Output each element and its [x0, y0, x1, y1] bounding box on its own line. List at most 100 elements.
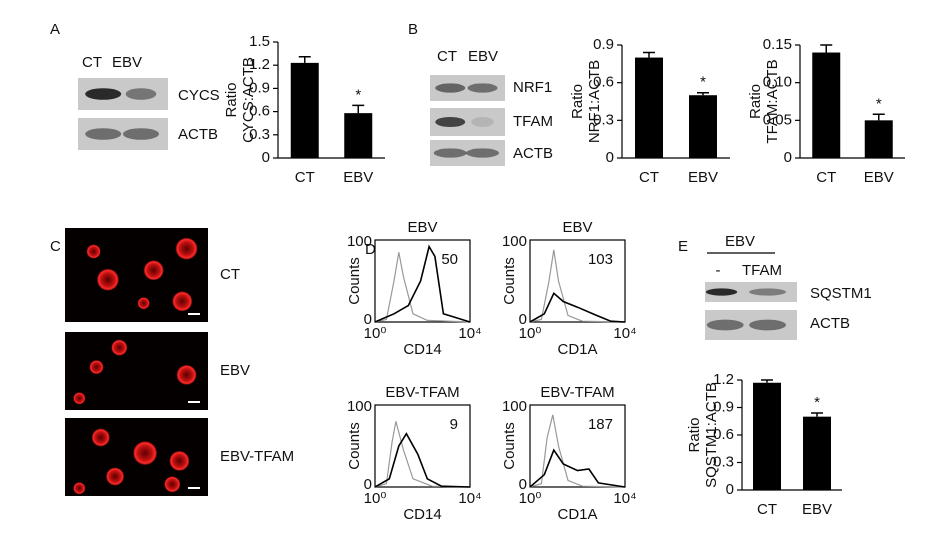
blot-band [705, 288, 738, 296]
isotype-curve [529, 249, 626, 323]
y-axis-label: Counts [501, 257, 518, 305]
blot-band [466, 148, 499, 158]
lane-label: EBV [468, 48, 498, 65]
x-axis-label: CD1A [557, 341, 597, 358]
blot-band [471, 116, 494, 128]
x-tick-label: EBV [688, 169, 718, 186]
error-bar [298, 55, 311, 63]
y-tick-label: 0.15 [763, 36, 792, 53]
y-tick-label: 0 [726, 481, 734, 498]
x-tick-label: 10⁴ [613, 325, 636, 342]
error-bar [697, 91, 709, 96]
y-axis-label: Counts [501, 422, 518, 470]
image-label: EBV-TFAM [220, 448, 294, 465]
band-label: TFAM [513, 113, 553, 130]
flow-frame [529, 404, 626, 488]
lane-label: CT [82, 54, 102, 71]
bar [803, 416, 831, 490]
sample-curve [374, 244, 471, 323]
y-axis-label: Ratio [747, 84, 764, 119]
y-axis-label: Ratio [223, 82, 240, 117]
y-tick-label: 0.3 [713, 453, 734, 470]
isotype-curve [374, 421, 471, 488]
x-tick-label: 10⁴ [613, 490, 636, 507]
error-bar [643, 51, 655, 58]
blot-band [125, 88, 157, 100]
blot-band [85, 88, 122, 100]
x-tick-label: CT [295, 169, 315, 186]
flow-title: EBV [562, 219, 592, 236]
cell [172, 291, 193, 312]
cell [111, 339, 128, 356]
panel-label: A [50, 21, 60, 38]
image-label: EBV [220, 362, 250, 379]
blot-band [706, 319, 744, 331]
flow-frame [529, 239, 626, 323]
y-tick-label: 0.3 [249, 126, 270, 143]
flow-title: EBV-TFAM [385, 384, 459, 401]
band-label: NRF1 [513, 79, 552, 96]
x-tick-label: CT [639, 169, 659, 186]
flow-value: 9 [450, 416, 458, 433]
cell [73, 482, 86, 495]
blot-strip [705, 282, 797, 302]
bar [344, 113, 373, 158]
cell [169, 450, 190, 471]
y-tick-label: 0.9 [593, 36, 614, 53]
cell [143, 260, 164, 281]
x-axis-label: CD1A [557, 506, 597, 523]
x-tick-label: 10⁰ [519, 325, 542, 342]
group-label: EBV [725, 233, 755, 250]
blot-band [467, 83, 498, 93]
bar [689, 95, 717, 158]
image-label: CT [220, 266, 240, 283]
blot-band [749, 319, 786, 331]
x-tick-label: EBV [343, 169, 373, 186]
y-tick-label: 0 [364, 311, 372, 328]
y-tick-label: 0.6 [713, 426, 734, 443]
blot-band [749, 288, 786, 296]
y-tick-label: 0.9 [713, 398, 734, 415]
significance-mark: * [876, 95, 882, 112]
y-tick-label: 0.6 [249, 103, 270, 120]
error-bar [820, 44, 833, 53]
y-tick-label: 0 [262, 149, 270, 166]
y-tick-label: 1.2 [249, 56, 270, 73]
flow-frame [374, 404, 471, 488]
bar [290, 62, 319, 158]
bar [812, 52, 841, 158]
y-tick-label: 0 [606, 149, 614, 166]
flow-value: 50 [441, 251, 458, 268]
x-tick-label: 10⁴ [458, 325, 481, 342]
y-tick-label: 0.3 [593, 111, 614, 128]
isotype-curve [374, 252, 471, 323]
y-tick-label: 0.05 [763, 111, 792, 128]
band-label: ACTB [810, 315, 850, 332]
band-label: ACTB [178, 126, 218, 143]
cell [133, 441, 158, 466]
flow-value: 103 [588, 251, 613, 268]
y-tick-label: 100 [502, 398, 527, 415]
lane-label: TFAM [742, 262, 782, 279]
x-tick-label: 10⁴ [458, 490, 481, 507]
bar [864, 120, 893, 158]
x-tick-label: 10⁰ [364, 490, 387, 507]
cell [73, 392, 86, 405]
sample-curve [374, 432, 471, 488]
panel-label: C [50, 238, 61, 255]
flow-value: 187 [588, 416, 613, 433]
y-axis-label: Counts [346, 422, 363, 470]
x-axis-label: CD14 [403, 341, 441, 358]
panel-label: E [678, 238, 688, 255]
y-tick-label: 0 [519, 311, 527, 328]
blot-band [123, 128, 159, 140]
cell [106, 467, 125, 486]
panel-label: B [408, 21, 418, 38]
bar [635, 57, 663, 158]
band-label: SQSTM1 [810, 285, 872, 302]
blot-band [85, 128, 122, 140]
y-tick-label: 0.6 [593, 74, 614, 91]
error-bar [352, 104, 365, 114]
flow-title: EBV [407, 219, 437, 236]
